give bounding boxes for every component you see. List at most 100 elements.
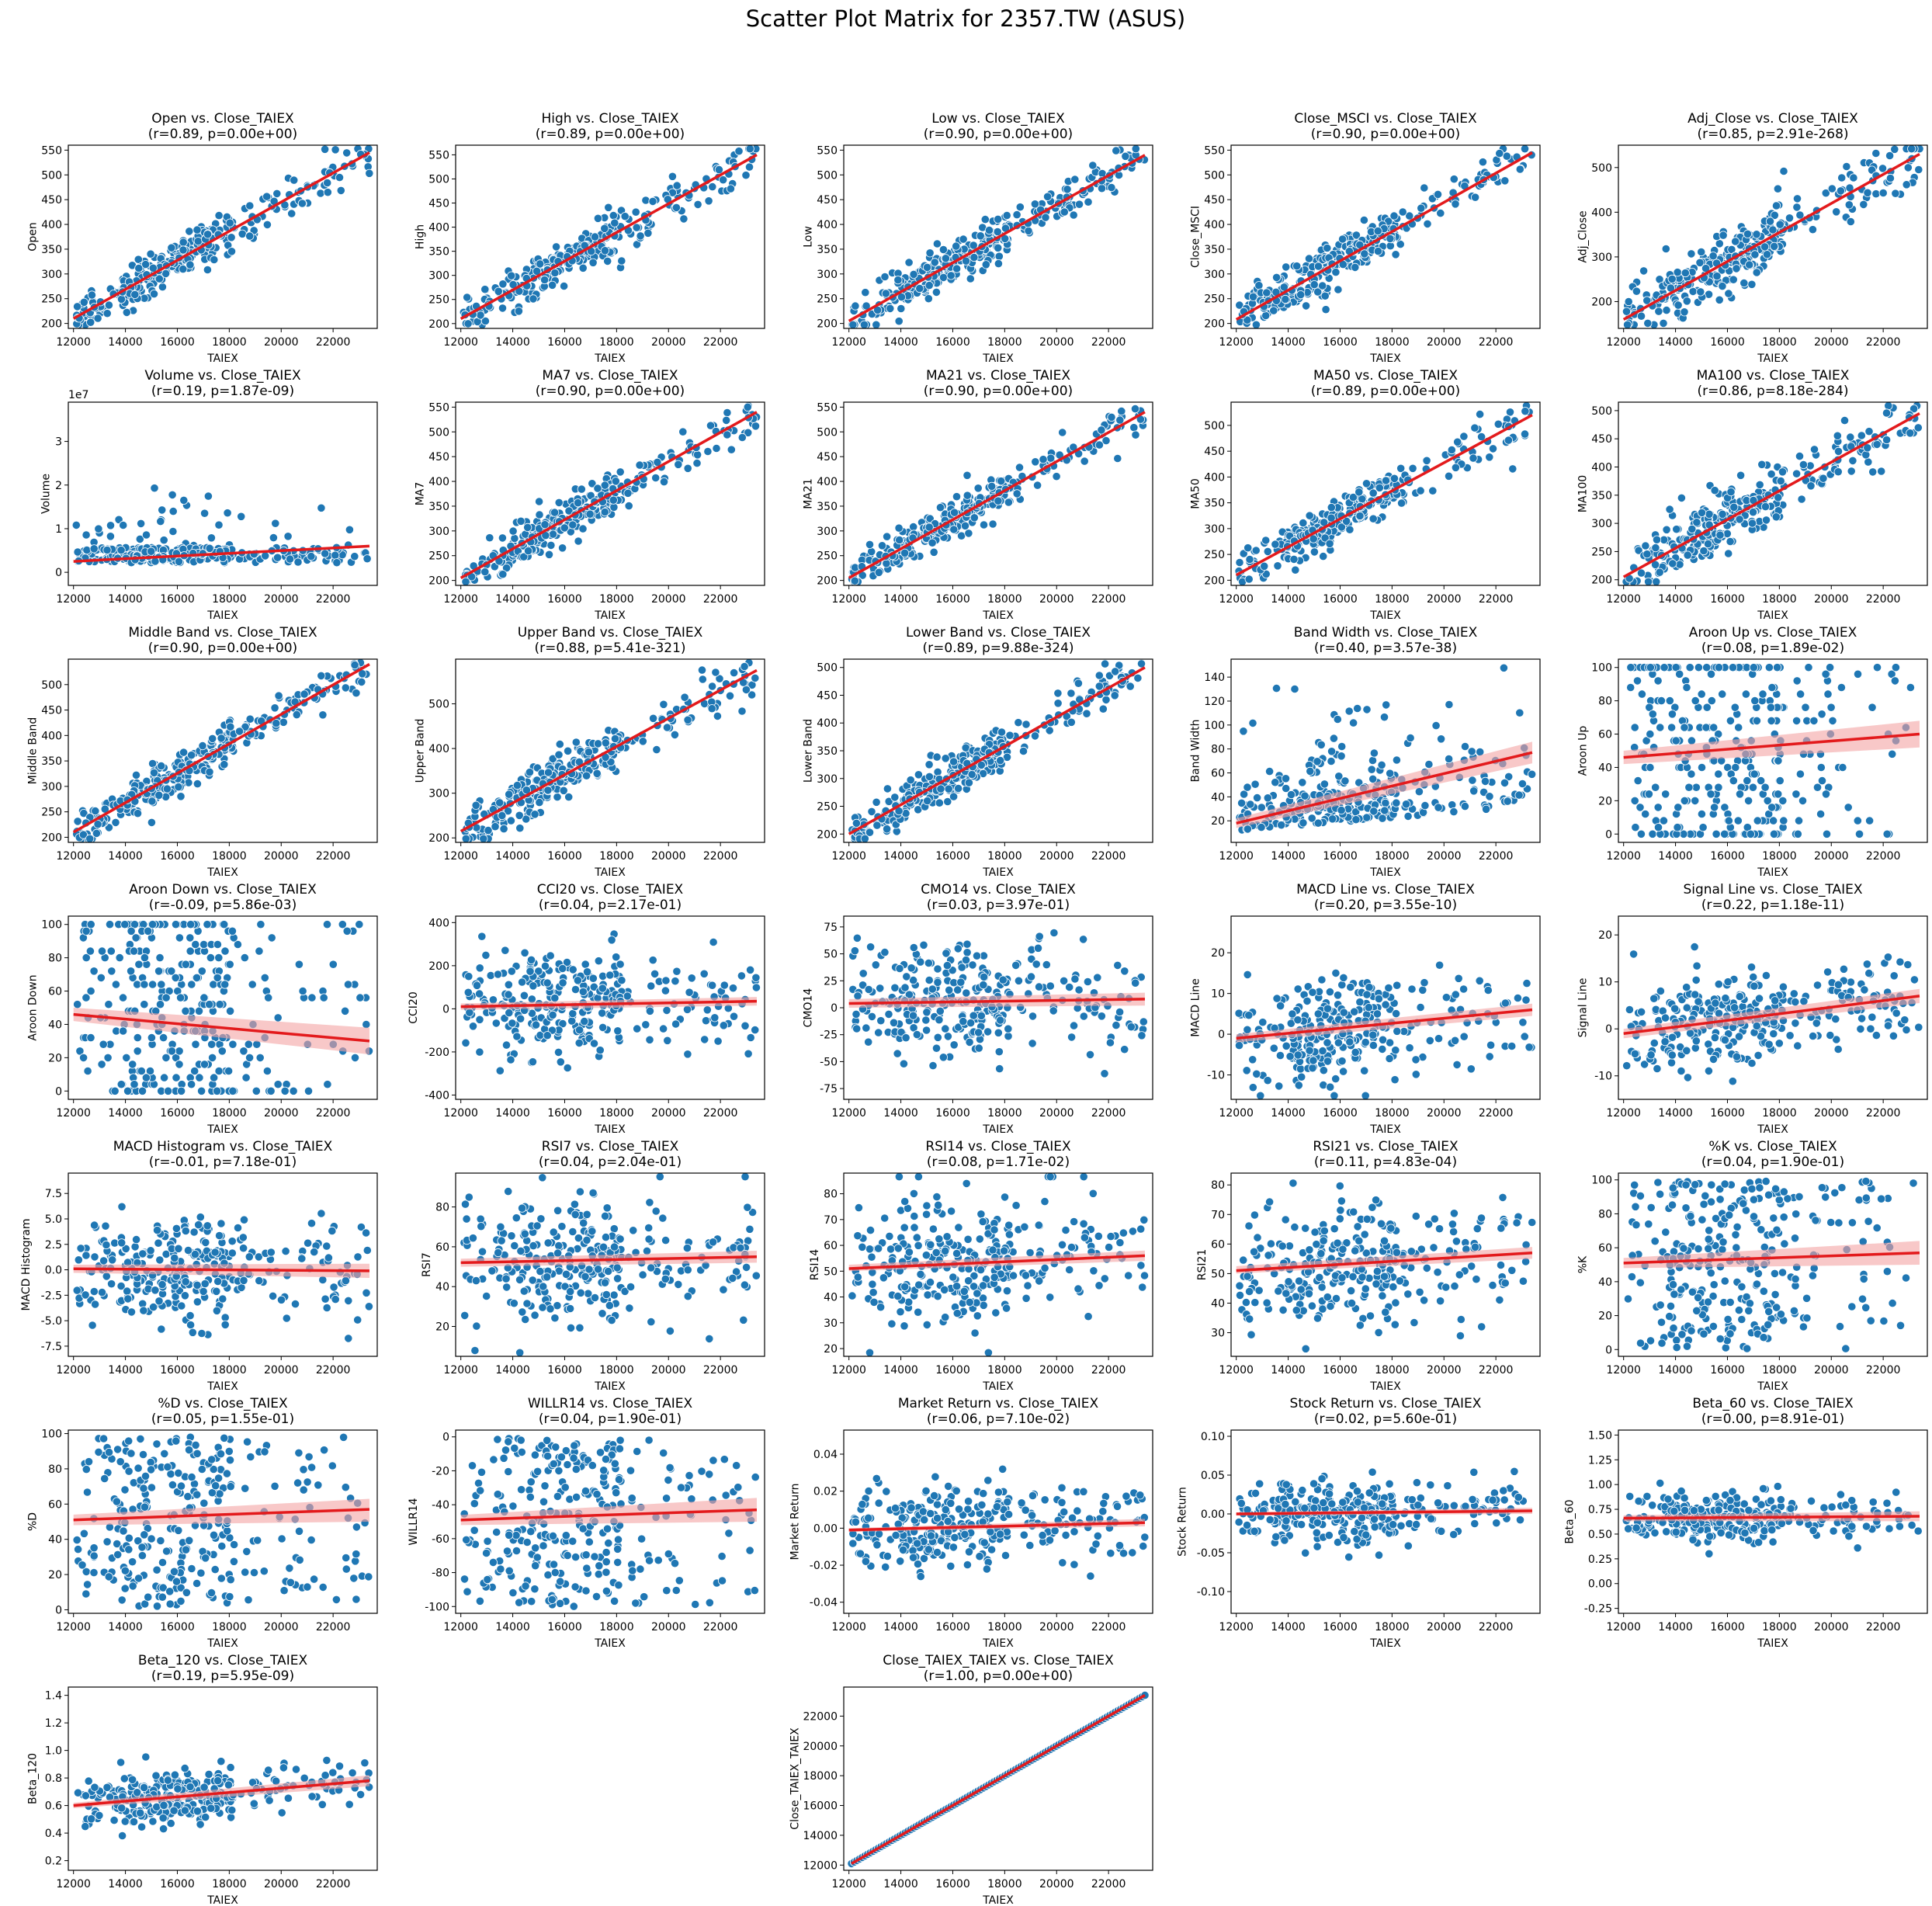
y-tick-label: 550 — [428, 149, 449, 161]
x-tick-label: 16000 — [1323, 593, 1358, 606]
data-point — [935, 503, 945, 512]
x-tick-label: 20000 — [651, 336, 686, 349]
data-point — [1715, 530, 1725, 540]
data-point — [593, 214, 603, 223]
data-point — [1107, 182, 1116, 193]
subplot-title: MA21 vs. Close_TAIEX — [926, 368, 1070, 384]
x-tick-label: 22000 — [703, 593, 738, 606]
data-point — [897, 304, 906, 314]
data-point — [116, 545, 126, 555]
data-point — [1661, 790, 1670, 799]
data-point — [1683, 550, 1692, 560]
x-tick-label: 12000 — [1606, 336, 1641, 349]
x-tick-label: 14000 — [495, 850, 530, 863]
subplot-stats: (r=0.90, p=0.00e+00) — [924, 127, 1073, 142]
data-point — [1743, 229, 1753, 238]
x-tick-label: 20000 — [651, 593, 686, 606]
y-tick-label: 300 — [817, 773, 838, 786]
data-point — [134, 263, 144, 273]
data-point — [147, 818, 156, 828]
data-point — [988, 519, 997, 529]
subplot-title: Adj_Close vs. Close_TAIEX — [1687, 111, 1858, 127]
data-point — [554, 498, 564, 508]
data-point — [1878, 164, 1888, 173]
data-point — [1674, 803, 1683, 812]
data-point — [1398, 207, 1407, 217]
y-tick-label: 450 — [817, 194, 838, 207]
y-tick-label: 400 — [1591, 462, 1612, 474]
data-point — [725, 691, 735, 700]
data-point — [1503, 797, 1512, 806]
y-tick-label: 550 — [1204, 144, 1225, 157]
data-point — [981, 260, 990, 269]
data-point — [1423, 219, 1432, 228]
data-point — [1502, 151, 1511, 161]
x-tick-label: 16000 — [935, 336, 970, 349]
x-tick-label: 22000 — [1091, 336, 1126, 349]
y-tick-label: 400 — [1591, 207, 1612, 219]
data-point — [994, 496, 1003, 505]
data-point — [463, 319, 473, 328]
data-point — [141, 530, 151, 540]
data-point — [941, 754, 950, 763]
x-tick-label: 12000 — [1606, 593, 1641, 606]
data-point — [1245, 554, 1254, 564]
y-tick-label: 350 — [428, 501, 449, 513]
data-point — [1661, 244, 1670, 254]
data-point — [883, 532, 892, 541]
subplot-3: Low vs. Close_TAIEX(r=0.90, p=0.00e+00)1… — [803, 111, 1153, 365]
data-point — [1809, 716, 1819, 726]
data-point — [872, 320, 881, 328]
data-point — [1005, 731, 1015, 740]
data-point — [1286, 790, 1296, 800]
data-point — [692, 458, 702, 468]
data-point — [1261, 311, 1271, 321]
data-point — [1338, 234, 1348, 244]
y-tick-label: 400 — [817, 219, 838, 231]
data-point — [93, 314, 102, 323]
data-point — [848, 320, 858, 328]
data-point — [593, 739, 603, 748]
data-point — [1320, 291, 1330, 300]
data-point — [933, 767, 942, 777]
data-point — [321, 145, 330, 154]
x-axis-label: TAIEX — [1757, 352, 1788, 365]
data-point — [300, 689, 309, 699]
y-tick-label: 40 — [1211, 791, 1225, 804]
x-tick-label: 14000 — [1271, 336, 1306, 349]
data-point — [1739, 278, 1749, 288]
y-tick-label: 120 — [1204, 696, 1225, 708]
data-point — [1760, 242, 1770, 252]
data-point — [1243, 783, 1252, 792]
data-point — [1752, 268, 1761, 277]
y-axis-label: Close_MSCI — [1190, 206, 1202, 268]
data-point — [1648, 829, 1657, 838]
data-point — [1405, 211, 1414, 220]
data-point — [1630, 723, 1639, 732]
data-point — [1665, 696, 1674, 706]
data-point — [1821, 189, 1830, 198]
y-tick-label: 350 — [428, 246, 449, 259]
data-point — [345, 525, 354, 534]
data-point — [134, 255, 143, 264]
x-tick-label: 14000 — [1271, 850, 1306, 863]
data-point — [609, 210, 618, 220]
data-point — [1362, 813, 1372, 822]
y-tick-label: 200 — [428, 575, 449, 588]
data-point — [617, 256, 626, 266]
data-point — [601, 738, 610, 748]
data-point — [997, 727, 1007, 737]
data-point — [131, 770, 141, 780]
subplot-12: Upper Band vs. Close_TAIEX(r=0.88, p=5.4… — [414, 625, 765, 879]
x-tick-label: 16000 — [935, 593, 970, 606]
data-point — [1872, 439, 1882, 450]
x-tick-label: 22000 — [1479, 336, 1514, 349]
subplot-title: High vs. Close_TAIEX — [541, 111, 678, 127]
data-point — [1305, 511, 1314, 520]
data-point — [1101, 659, 1110, 668]
data-point — [1767, 803, 1777, 812]
x-axis-label: TAIEX — [206, 866, 238, 879]
subplot-title: Lower Band vs. Close_TAIEX — [906, 625, 1091, 641]
data-point — [1779, 816, 1788, 825]
data-point — [1417, 203, 1426, 213]
